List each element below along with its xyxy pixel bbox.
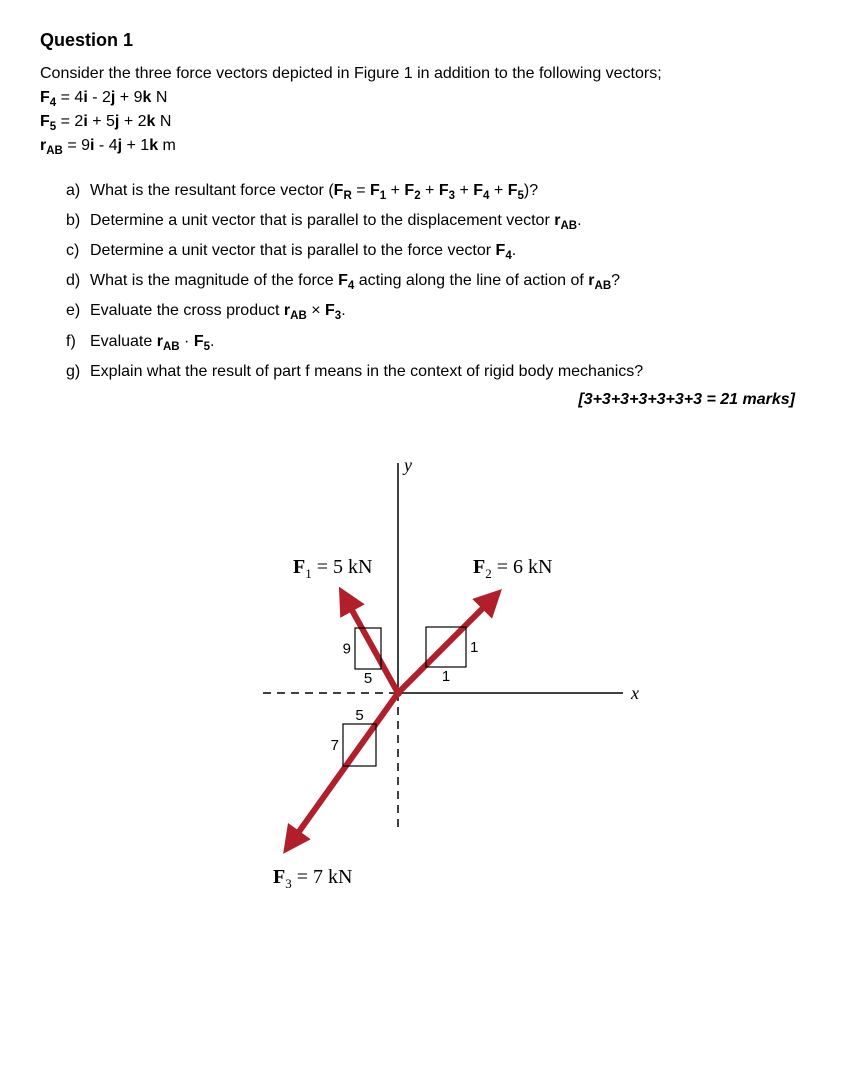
svg-text:1: 1 <box>441 668 449 685</box>
part-f: f) Evaluate rAB · F5. <box>66 333 805 353</box>
question-parts: a) What is the resultant force vector (F… <box>66 182 805 381</box>
svg-text:9: 9 <box>342 640 350 657</box>
svg-text:F2 = 6 kN: F2 = 6 kN <box>473 556 552 581</box>
svg-text:x: x <box>630 683 639 703</box>
equation-f5: F5 = 2i + 5j + 2k N <box>40 113 805 133</box>
part-e: e) Evaluate the cross product rAB × F3. <box>66 302 805 322</box>
intro-text: Consider the three force vectors depicte… <box>40 65 805 83</box>
equation-rab: rAB = 9i - 4j + 1k m <box>40 137 805 157</box>
svg-text:5: 5 <box>355 707 363 724</box>
marks-line: [3+3+3+3+3+3+3 = 21 marks] <box>40 391 805 409</box>
svg-text:F1 = 5 kN: F1 = 5 kN <box>293 556 372 581</box>
question-title: Question 1 <box>40 30 805 51</box>
force-diagram: yxF1 = 5 kNF2 = 6 kNF3 = 7 kN591157 <box>183 433 663 913</box>
svg-text:y: y <box>402 455 412 475</box>
part-g: g) Explain what the result of part f mea… <box>66 363 805 381</box>
part-a: a) What is the resultant force vector (F… <box>66 182 805 202</box>
svg-text:F3 = 7 kN: F3 = 7 kN <box>273 866 352 891</box>
part-d: d) What is the magnitude of the force F4… <box>66 272 805 292</box>
equation-f4: F4 = 4i - 2j + 9k N <box>40 89 805 109</box>
part-b: b) Determine a unit vector that is paral… <box>66 212 805 232</box>
svg-text:7: 7 <box>330 737 338 754</box>
svg-text:5: 5 <box>363 670 371 687</box>
figure-1: yxF1 = 5 kNF2 = 6 kNF3 = 7 kN591157 <box>40 433 805 913</box>
svg-text:1: 1 <box>470 639 478 656</box>
part-c: c) Determine a unit vector that is paral… <box>66 242 805 262</box>
